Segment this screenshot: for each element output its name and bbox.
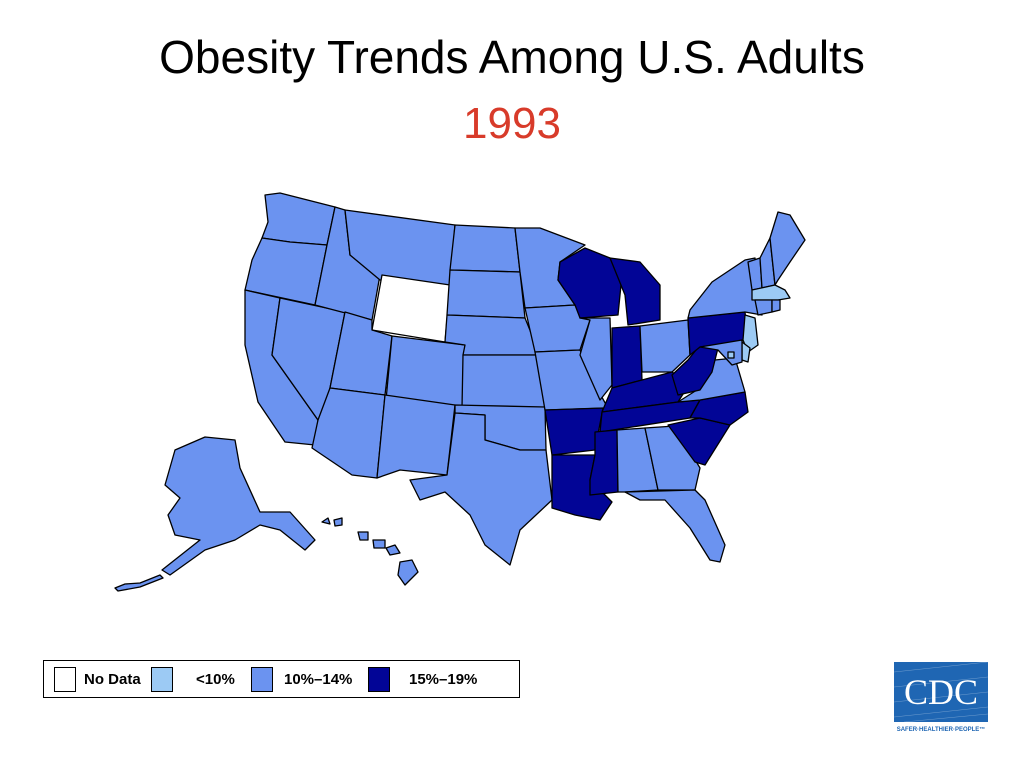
cdc-logo-background (894, 662, 988, 722)
state-WY (371, 274, 451, 343)
state-DC (727, 351, 735, 359)
state-WA (261, 192, 336, 246)
legend-label-10-14: 10%–14% (284, 671, 353, 688)
state-SD (446, 269, 526, 319)
state-AK-islands (114, 574, 164, 592)
legend-swatch-no-data (54, 667, 76, 692)
legend-label-lt10: <10% (196, 671, 235, 688)
state-CT (754, 299, 773, 316)
state-HI-1 (321, 517, 331, 525)
cdc-logo: CDC SAFER·HEALTHIER·PEOPLE™ (894, 662, 988, 733)
state-TX (409, 412, 553, 566)
state-FL (624, 489, 726, 563)
state-HI-5 (385, 544, 401, 556)
state-WI (557, 247, 623, 319)
page-title: Obesity Trends Among U.S. Adults (159, 31, 865, 83)
cdc-logo-text: CDC (904, 672, 978, 712)
cdc-logo-tagline: SAFER·HEALTHIER·PEOPLE™ (897, 726, 986, 733)
legend-label-15-19: 15%–19% (409, 671, 478, 688)
state-AR (544, 407, 604, 456)
state-MD (699, 339, 743, 366)
state-MA (751, 284, 791, 301)
state-AK (161, 436, 316, 576)
state-HI-3 (357, 531, 369, 541)
state-NJ (742, 314, 759, 353)
legend-swatch-10-14 (251, 667, 273, 692)
state-ND (449, 224, 521, 273)
state-IN (611, 325, 643, 389)
state-SC (667, 417, 731, 466)
map-legend: No Data <10% 10%–14% 15%–19% (43, 660, 520, 698)
state-IL (579, 317, 613, 401)
state-HI-2 (333, 517, 343, 527)
state-HI-4 (372, 539, 386, 549)
state-ME (769, 211, 806, 286)
state-IA (524, 304, 591, 353)
legend-swatch-lt10 (151, 667, 173, 692)
state-MI (609, 257, 661, 326)
state-HI-6 (397, 559, 419, 586)
state-KS (461, 354, 546, 409)
state-RI (771, 299, 781, 313)
state-NM (376, 394, 456, 479)
year-label: 1993 (463, 99, 561, 148)
state-OH (639, 319, 691, 373)
legend-swatch-15-19 (368, 667, 390, 692)
legend-label-no-data: No Data (84, 671, 141, 688)
